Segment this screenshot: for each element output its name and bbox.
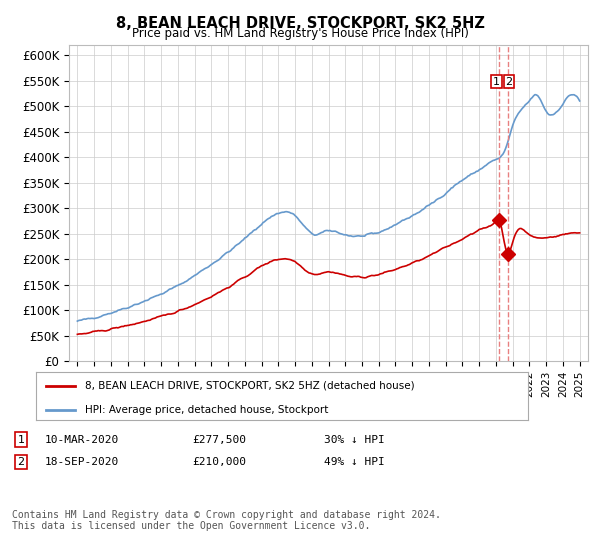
Text: 30% ↓ HPI: 30% ↓ HPI [324,435,385,445]
Text: HPI: Average price, detached house, Stockport: HPI: Average price, detached house, Stoc… [85,404,329,414]
Text: £210,000: £210,000 [192,457,246,467]
Text: 2: 2 [505,77,512,87]
Text: 49% ↓ HPI: 49% ↓ HPI [324,457,385,467]
Text: 1: 1 [493,77,500,87]
Text: 1: 1 [17,435,25,445]
Text: 18-SEP-2020: 18-SEP-2020 [45,457,119,467]
Text: 10-MAR-2020: 10-MAR-2020 [45,435,119,445]
Text: £277,500: £277,500 [192,435,246,445]
Text: Contains HM Land Registry data © Crown copyright and database right 2024.
This d: Contains HM Land Registry data © Crown c… [12,510,441,531]
Text: Price paid vs. HM Land Registry's House Price Index (HPI): Price paid vs. HM Land Registry's House … [131,27,469,40]
Text: 2: 2 [17,457,25,467]
Text: 8, BEAN LEACH DRIVE, STOCKPORT, SK2 5HZ (detached house): 8, BEAN LEACH DRIVE, STOCKPORT, SK2 5HZ … [85,381,415,391]
Text: 8, BEAN LEACH DRIVE, STOCKPORT, SK2 5HZ: 8, BEAN LEACH DRIVE, STOCKPORT, SK2 5HZ [116,16,484,31]
